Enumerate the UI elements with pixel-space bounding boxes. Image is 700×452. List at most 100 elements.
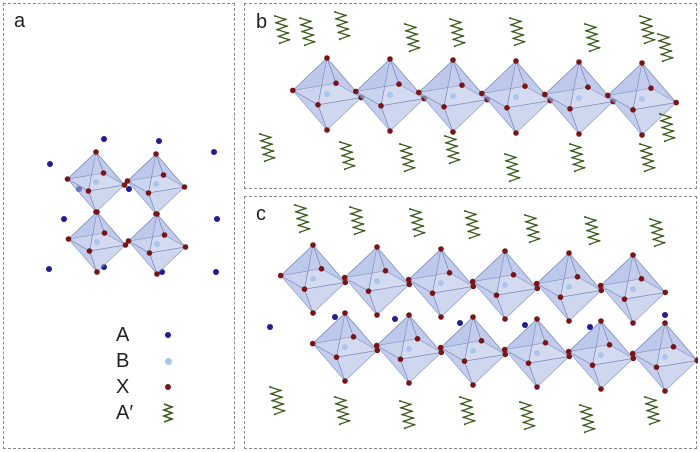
b-cation-sphere	[513, 94, 519, 100]
x-anion-sphere	[65, 236, 72, 242]
b-cation-sphere	[154, 241, 160, 247]
x-anion-sphere	[341, 274, 348, 281]
octahedron	[309, 310, 381, 384]
x-anion-sphere	[501, 346, 508, 353]
x-anion-sphere	[565, 348, 572, 355]
x-anion-sphere	[662, 289, 669, 296]
x-anion-sphere	[318, 266, 325, 272]
panel-a-label: a	[14, 10, 26, 32]
x-anion-sphere	[406, 281, 413, 288]
b-cation-sphere	[93, 179, 99, 185]
a-cation-sphere	[126, 186, 132, 192]
x-anion-sphere	[387, 128, 393, 134]
x-anion-sphere	[598, 318, 604, 324]
x-anion-sphere	[662, 388, 668, 394]
x-anion-sphere	[374, 244, 380, 250]
x-anion-sphere	[567, 106, 573, 112]
octahedron	[533, 250, 605, 324]
x-anion-sphere	[606, 342, 613, 348]
x-anion-sphere	[450, 57, 456, 63]
b-cation-sphere	[598, 352, 604, 358]
octahedron	[501, 316, 573, 390]
x-anion-sphere	[324, 55, 330, 61]
x-anion-sphere	[438, 314, 444, 320]
x-anion-sphere	[414, 336, 421, 342]
legend-item-x: X	[116, 374, 196, 400]
legend-label-b: B	[116, 349, 130, 372]
x-anion-sphere	[374, 312, 380, 318]
x-anion-sphere	[406, 312, 412, 318]
x-anion-sphere	[522, 83, 528, 89]
x-anion-sphere	[315, 102, 321, 108]
panel-b: b	[244, 3, 697, 189]
legend-item-b: B	[116, 348, 196, 374]
legend-label-x: X	[116, 375, 130, 398]
a-cation-sphere	[211, 149, 217, 155]
octahedron	[605, 60, 679, 138]
b-cation-sphere	[310, 276, 316, 282]
x-anion-sphere	[416, 89, 422, 96]
x-anion-sphere	[694, 357, 698, 364]
b-cation-sphere	[387, 92, 393, 98]
x-anion-sphere	[459, 82, 465, 88]
x-anion-sphere	[470, 283, 477, 290]
octahedron	[290, 55, 364, 133]
a-cation-sphere	[332, 314, 338, 320]
x-anion-sphere	[353, 88, 359, 95]
x-anion-sphere	[342, 279, 349, 286]
x-anion-sphere	[277, 272, 284, 279]
x-anion-sphere	[437, 344, 444, 351]
a-cation-sphere	[214, 216, 220, 222]
x-anion-sphere	[446, 270, 453, 276]
x-anion-sphere	[566, 353, 573, 360]
x-anion-sphere	[387, 56, 393, 62]
a-cation-sphere	[587, 324, 593, 330]
x-anion-sphere	[101, 230, 108, 236]
x-anion-sphere	[378, 103, 384, 109]
legend-label-a-prime: A′	[116, 401, 134, 424]
x-anion-sphere	[450, 129, 456, 135]
x-anion-sphere	[597, 282, 604, 289]
a-cation-sphere	[522, 322, 528, 328]
x-anion-sphere	[470, 314, 476, 320]
a-cation-sphere	[61, 216, 67, 222]
x-anion-sphere	[438, 246, 444, 252]
x-anion-sphere	[598, 287, 605, 294]
x-anion-sphere	[146, 250, 153, 256]
light-blue-sphere-icon	[156, 349, 180, 373]
x-anion-sphere	[309, 340, 316, 347]
x-anion-sphere	[94, 269, 100, 275]
b-cation-sphere	[450, 93, 456, 99]
octahedron	[437, 314, 509, 388]
x-anion-sphere	[441, 104, 447, 110]
octahedron	[373, 312, 445, 386]
x-anion-sphere	[566, 318, 572, 324]
panel-c: c	[244, 196, 698, 449]
x-anion-sphere	[478, 338, 485, 344]
a-cation-sphere	[156, 138, 162, 144]
x-anion-sphere	[525, 360, 532, 366]
x-anion-sphere	[181, 184, 188, 190]
x-anion-sphere	[566, 250, 572, 256]
dark-red-sphere-icon	[156, 375, 180, 399]
x-anion-sphere	[574, 274, 581, 280]
x-anion-sphere	[374, 347, 381, 354]
x-anion-sphere	[621, 296, 628, 302]
x-anion-sphere	[153, 151, 159, 157]
b-cation-sphere	[576, 95, 582, 101]
x-anion-sphere	[470, 382, 476, 388]
b-cation-sphere	[566, 284, 572, 290]
b-cation-sphere	[470, 348, 476, 354]
octahedron	[124, 151, 188, 217]
octahedron	[277, 242, 349, 316]
x-anion-sphere	[160, 172, 167, 178]
x-anion-sphere	[94, 209, 100, 215]
octahedron	[479, 58, 553, 136]
x-anion-sphere	[513, 130, 519, 136]
x-anion-sphere	[639, 60, 645, 66]
x-anion-sphere	[333, 80, 339, 86]
octahedron	[542, 59, 616, 137]
x-anion-sphere	[605, 92, 611, 99]
bulk-perovskite-structure	[46, 136, 220, 277]
x-anion-sphere	[493, 292, 500, 298]
